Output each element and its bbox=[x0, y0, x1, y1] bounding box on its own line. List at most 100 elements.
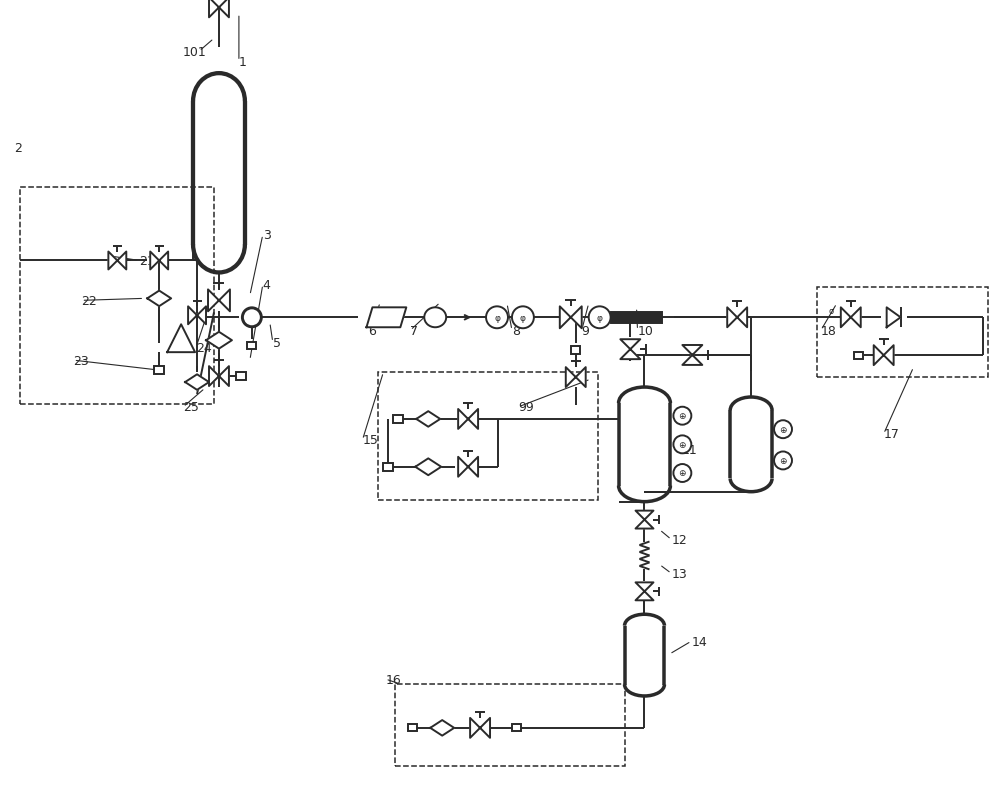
Circle shape bbox=[242, 308, 262, 328]
Polygon shape bbox=[576, 367, 586, 387]
Polygon shape bbox=[841, 308, 851, 328]
Text: 23: 23 bbox=[73, 354, 89, 367]
Polygon shape bbox=[219, 367, 229, 387]
Text: 11: 11 bbox=[681, 444, 697, 457]
Text: 7: 7 bbox=[410, 324, 418, 338]
Text: ⊕: ⊕ bbox=[679, 469, 686, 478]
Polygon shape bbox=[682, 355, 702, 366]
Polygon shape bbox=[458, 457, 468, 477]
Text: 12: 12 bbox=[671, 533, 687, 546]
Text: 13: 13 bbox=[671, 567, 687, 580]
Polygon shape bbox=[415, 459, 441, 476]
Polygon shape bbox=[566, 367, 576, 387]
Text: 22: 22 bbox=[81, 294, 97, 307]
Polygon shape bbox=[636, 520, 653, 529]
Polygon shape bbox=[209, 0, 219, 18]
Text: 9: 9 bbox=[582, 324, 590, 338]
Polygon shape bbox=[147, 291, 171, 306]
Text: ⊕: ⊕ bbox=[779, 425, 787, 434]
Circle shape bbox=[243, 309, 261, 327]
Polygon shape bbox=[366, 308, 406, 328]
Text: 2: 2 bbox=[14, 142, 22, 155]
Polygon shape bbox=[468, 457, 478, 477]
Text: ⊕: ⊕ bbox=[679, 411, 686, 421]
Text: 8: 8 bbox=[512, 324, 520, 338]
Polygon shape bbox=[887, 308, 901, 328]
Polygon shape bbox=[416, 411, 440, 427]
Bar bbox=[383, 464, 393, 471]
Bar bbox=[393, 415, 403, 423]
Text: 21: 21 bbox=[139, 255, 155, 268]
Polygon shape bbox=[185, 375, 209, 391]
Polygon shape bbox=[636, 511, 653, 520]
Polygon shape bbox=[737, 308, 747, 328]
Polygon shape bbox=[458, 410, 468, 429]
Text: 101: 101 bbox=[183, 46, 207, 59]
Polygon shape bbox=[636, 582, 653, 592]
Polygon shape bbox=[159, 252, 168, 270]
Text: 14: 14 bbox=[691, 635, 707, 648]
Polygon shape bbox=[219, 0, 229, 18]
Text: σ: σ bbox=[828, 307, 833, 316]
Polygon shape bbox=[884, 346, 894, 366]
Polygon shape bbox=[571, 307, 582, 329]
Bar bbox=[154, 367, 164, 375]
Circle shape bbox=[673, 464, 691, 482]
Circle shape bbox=[774, 421, 792, 439]
Text: 25: 25 bbox=[183, 401, 199, 414]
Text: 4: 4 bbox=[263, 278, 271, 292]
Bar bbox=[395, 684, 625, 766]
Bar bbox=[408, 724, 417, 731]
Polygon shape bbox=[874, 346, 884, 366]
Polygon shape bbox=[620, 340, 640, 350]
Bar bbox=[236, 373, 246, 381]
Bar bbox=[854, 352, 863, 359]
Bar bbox=[378, 373, 598, 500]
Text: ⊕: ⊕ bbox=[779, 456, 787, 465]
Text: φ: φ bbox=[597, 314, 603, 322]
Text: ⊕: ⊕ bbox=[679, 440, 686, 449]
Polygon shape bbox=[468, 410, 478, 429]
Bar bbox=[512, 724, 521, 731]
Circle shape bbox=[774, 452, 792, 470]
Text: φ: φ bbox=[520, 314, 526, 322]
Polygon shape bbox=[219, 290, 230, 312]
Text: 5: 5 bbox=[273, 336, 281, 349]
Polygon shape bbox=[682, 346, 702, 355]
Polygon shape bbox=[208, 290, 219, 312]
Polygon shape bbox=[851, 308, 861, 328]
Bar bbox=[611, 313, 662, 323]
Circle shape bbox=[589, 307, 611, 329]
Text: 18: 18 bbox=[821, 324, 837, 338]
Circle shape bbox=[512, 307, 534, 329]
Polygon shape bbox=[470, 718, 480, 738]
Polygon shape bbox=[560, 307, 571, 329]
Bar bbox=[571, 346, 580, 354]
Polygon shape bbox=[620, 350, 640, 359]
Circle shape bbox=[673, 407, 691, 425]
Bar bbox=[20, 188, 214, 404]
Text: 10: 10 bbox=[638, 324, 653, 338]
Text: 99: 99 bbox=[518, 401, 534, 414]
Polygon shape bbox=[167, 325, 195, 353]
Bar bbox=[247, 342, 256, 349]
Text: 24: 24 bbox=[196, 342, 212, 354]
Polygon shape bbox=[727, 308, 737, 328]
Polygon shape bbox=[636, 592, 653, 601]
Polygon shape bbox=[117, 252, 126, 270]
Text: φ: φ bbox=[494, 314, 500, 322]
Polygon shape bbox=[188, 307, 197, 325]
Text: 16: 16 bbox=[385, 673, 401, 686]
Polygon shape bbox=[430, 720, 454, 735]
Polygon shape bbox=[206, 332, 232, 349]
Polygon shape bbox=[150, 252, 159, 270]
Text: 6: 6 bbox=[368, 324, 376, 338]
Bar bbox=[817, 288, 988, 378]
Text: 1: 1 bbox=[239, 55, 247, 69]
Circle shape bbox=[673, 435, 691, 454]
Text: 15: 15 bbox=[362, 434, 378, 447]
Polygon shape bbox=[197, 307, 206, 325]
Circle shape bbox=[486, 307, 508, 329]
Text: 17: 17 bbox=[884, 427, 900, 441]
Polygon shape bbox=[108, 252, 117, 270]
